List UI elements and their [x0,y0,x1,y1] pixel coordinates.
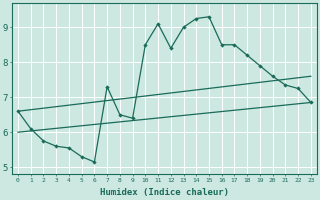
X-axis label: Humidex (Indice chaleur): Humidex (Indice chaleur) [100,188,229,197]
